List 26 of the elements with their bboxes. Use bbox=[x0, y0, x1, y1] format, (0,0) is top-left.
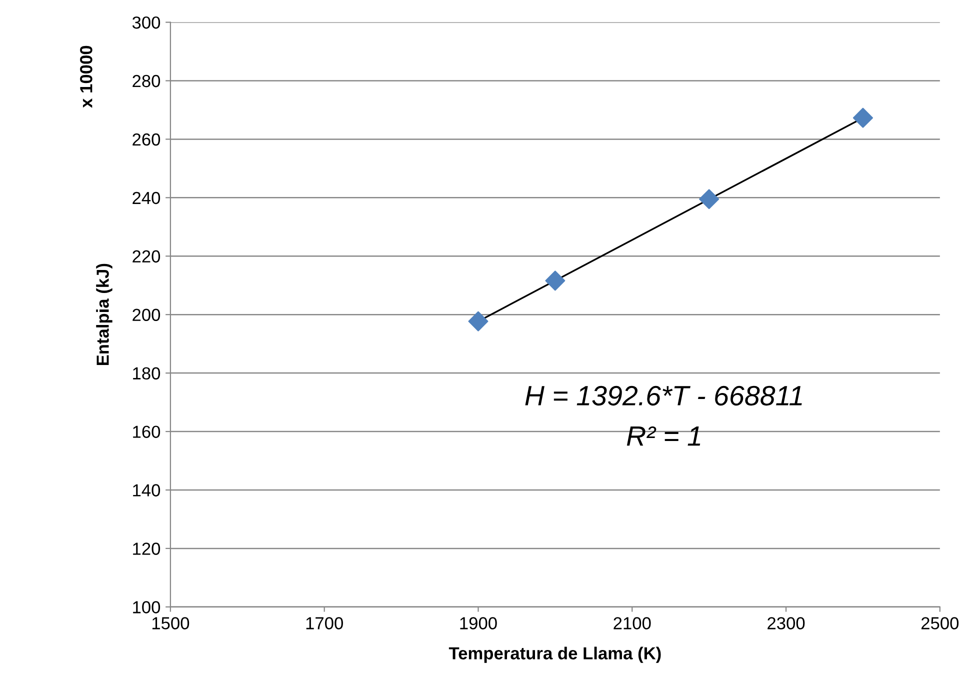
x-tick-label: 1500 bbox=[152, 617, 190, 630]
point bbox=[468, 311, 488, 332]
y-tick-label: 220 bbox=[132, 250, 160, 263]
x-tick-label: 2300 bbox=[768, 617, 805, 630]
y-tick-label: 200 bbox=[132, 308, 160, 322]
y-tick-label: 160 bbox=[133, 426, 160, 438]
point bbox=[545, 270, 566, 291]
point bbox=[852, 108, 873, 128]
annotation: R² = 1 bbox=[626, 426, 700, 446]
y-tick-label: 180 bbox=[133, 367, 160, 380]
annotation: H = 1392.6*T - 668811 bbox=[525, 386, 802, 406]
y-tick-label: 260 bbox=[132, 133, 160, 146]
y-tick-label: 280 bbox=[132, 74, 160, 88]
point bbox=[699, 189, 720, 210]
x-tick-label: 2500 bbox=[921, 617, 959, 630]
x-axis-title: Temperatura de Llama (K) bbox=[448, 646, 661, 663]
x-tick-label: 2100 bbox=[614, 617, 651, 630]
x-tick-label: 1700 bbox=[306, 617, 343, 630]
y-tick-label: 240 bbox=[132, 192, 160, 204]
y-tick-label: 140 bbox=[133, 484, 160, 496]
y-tick-label: 120 bbox=[133, 542, 160, 555]
text: x 10000 bbox=[80, 46, 92, 108]
y-tick-label: 300 bbox=[132, 16, 160, 29]
x-tick-label: 1900 bbox=[460, 617, 497, 630]
y-axis-title: Entalpia (kJ) bbox=[96, 264, 112, 366]
y-tick-label: 100 bbox=[133, 601, 160, 614]
